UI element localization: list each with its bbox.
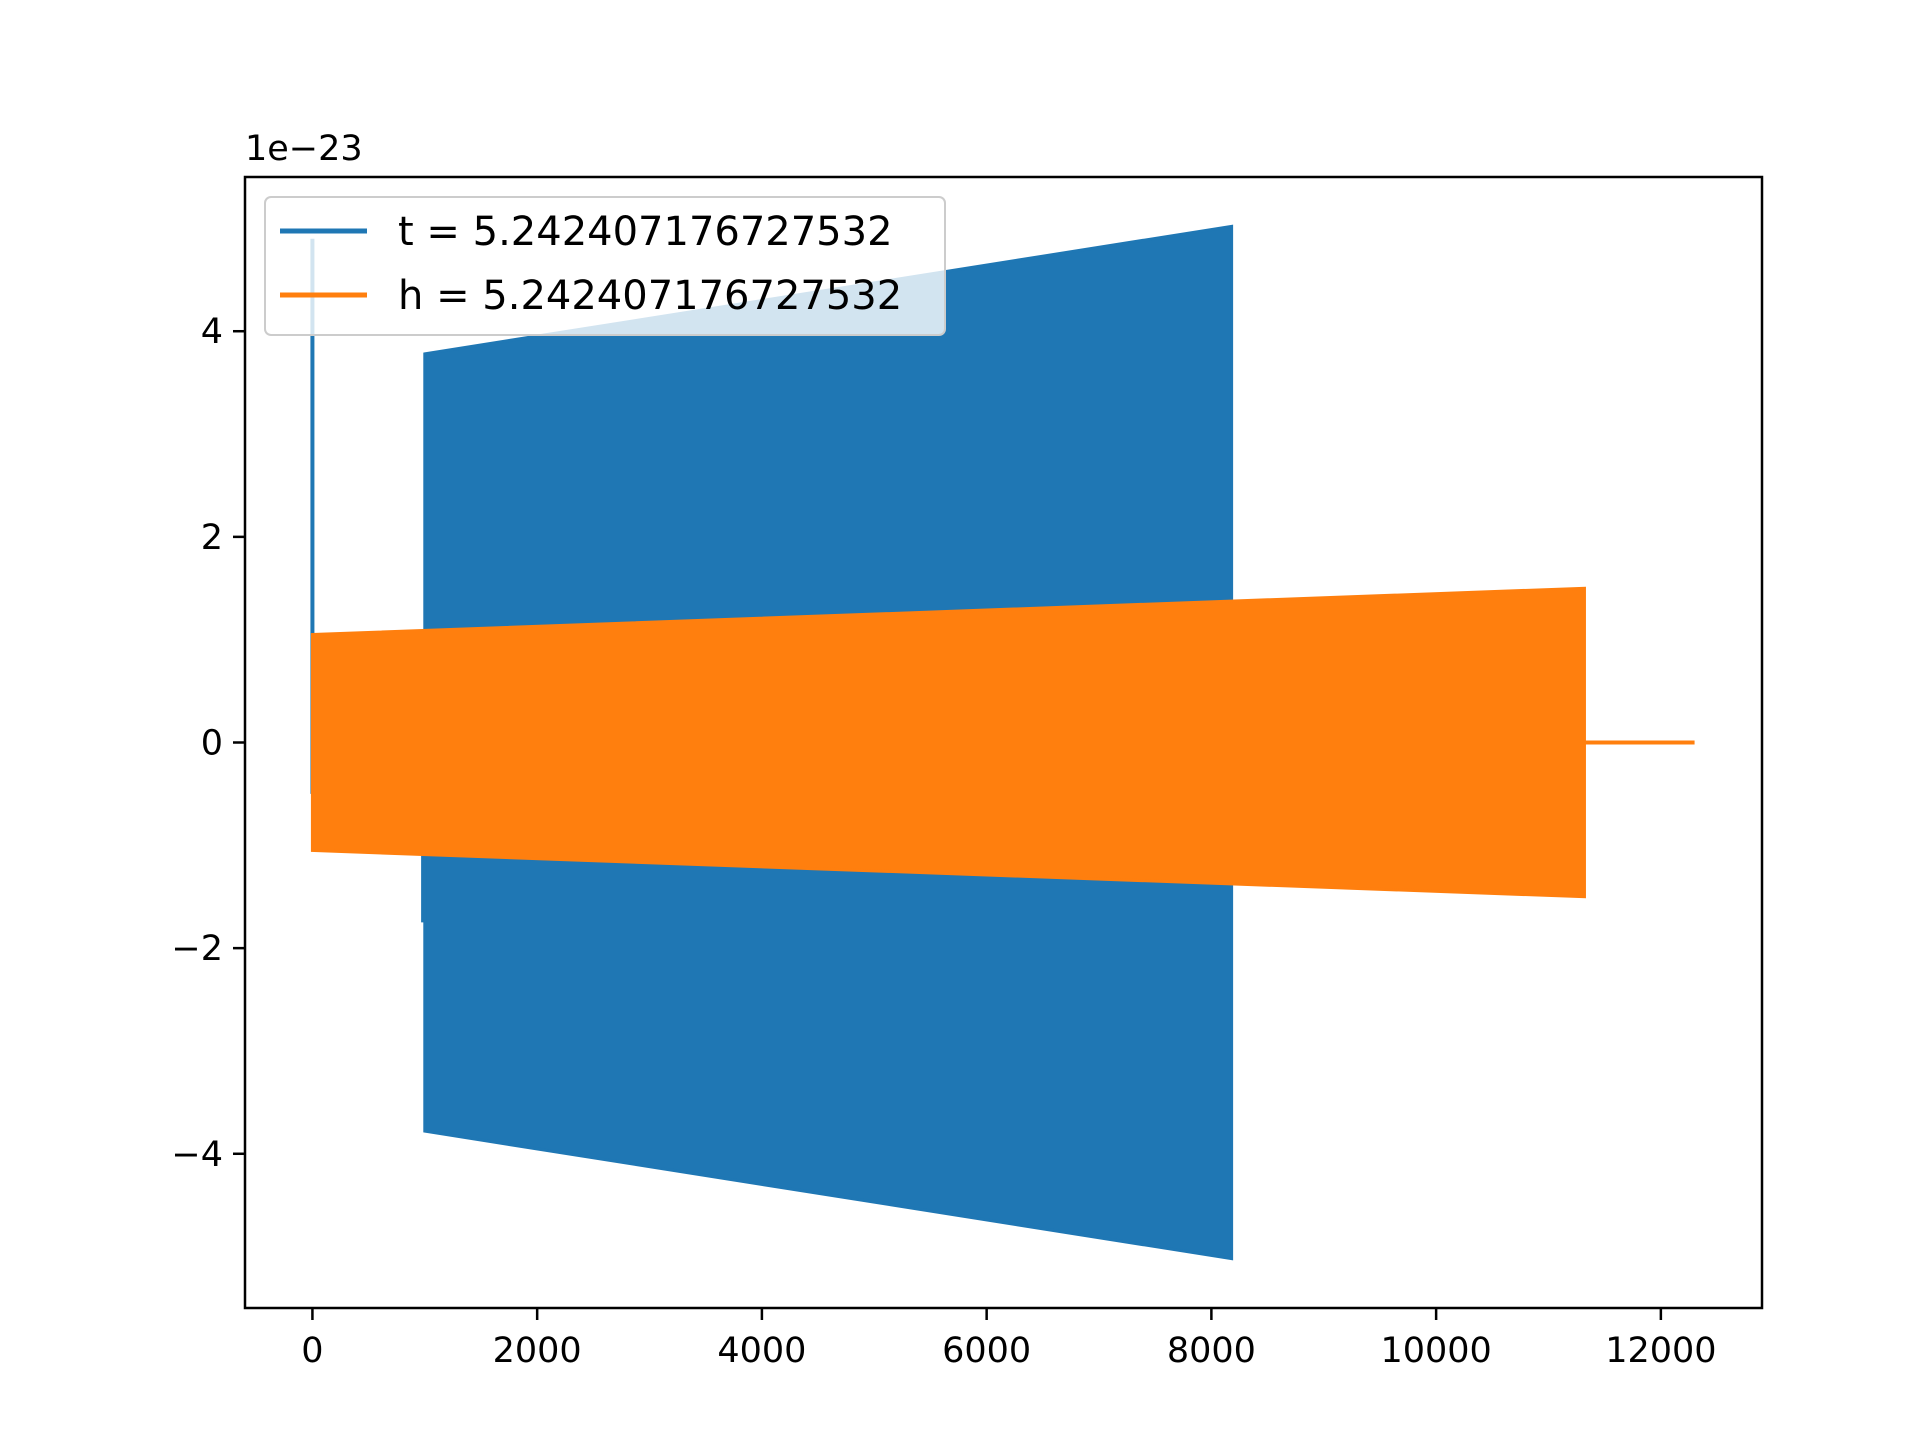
legend: t = 5.242407176727532 h = 5.2424071767275… [264,196,946,336]
series-layer [310,224,1695,1261]
x-tick-label: 0 [301,1331,323,1371]
x-tick-label: 8000 [1167,1331,1256,1371]
y-tick-label: 4 [201,312,223,352]
plot-area [310,224,1695,1261]
x-tick-label: 12000 [1605,1331,1716,1371]
y-tick-label: −2 [171,929,223,969]
x-tick-label: 6000 [942,1331,1031,1371]
y-axis: 4 2 0 −2 −4 [171,312,245,1175]
y-tick-label: 2 [201,518,223,558]
legend-box [264,196,946,336]
x-tick-label: 10000 [1380,1331,1491,1371]
y-tick-label: 0 [201,724,223,764]
legend-label: h = 5.242407176727532 [398,273,902,319]
series-h-oscillation [310,586,1586,899]
y-offset-label: 1e−23 [245,129,363,169]
x-tick-label: 4000 [717,1331,806,1371]
x-axis: 0 2000 4000 6000 8000 10000 12000 [301,1308,1717,1371]
y-tick-label: −4 [171,1135,223,1175]
x-tick-label: 2000 [493,1331,582,1371]
legend-label: t = 5.242407176727532 [398,209,893,255]
